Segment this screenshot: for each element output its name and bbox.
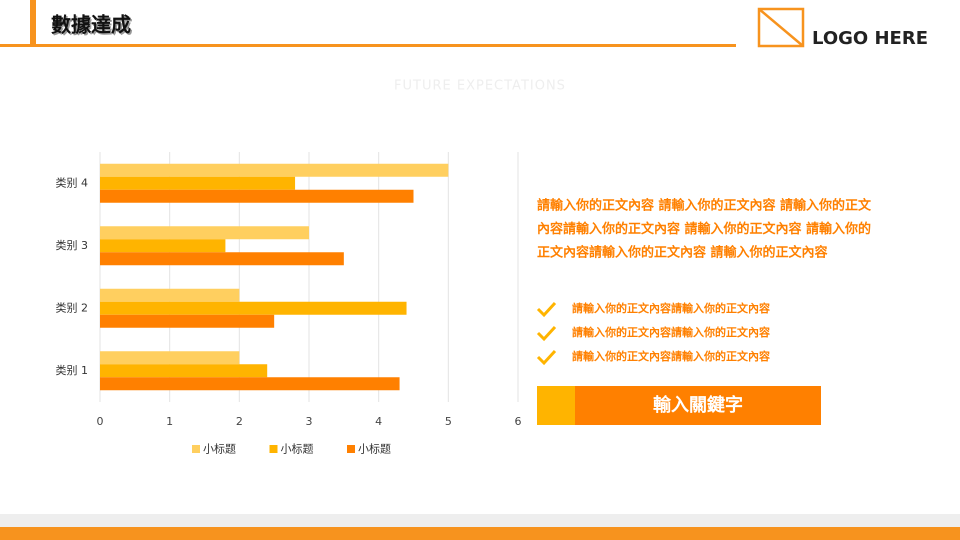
- bar: [100, 176, 296, 190]
- legend-label: 小标题: [358, 442, 391, 456]
- x-tick-label: 2: [236, 415, 243, 428]
- subtitle: FUTURE EXPECTATIONS: [394, 79, 566, 94]
- legend-label: 小标题: [281, 442, 314, 456]
- bar: [100, 314, 275, 328]
- x-tick-label: 5: [445, 415, 452, 428]
- x-tick-label: 3: [306, 415, 313, 428]
- legend-swatch: [347, 445, 355, 453]
- footer-band: [0, 514, 960, 527]
- button: [575, 386, 821, 425]
- y-tick-label: 类别 3: [56, 238, 89, 252]
- button-accent: [537, 386, 575, 425]
- bar: [100, 189, 414, 203]
- logo-icon: [757, 7, 805, 48]
- bar: [100, 239, 226, 253]
- item-text: 請輸入你的正文內容請輸入你的正文內容: [572, 301, 770, 315]
- paragraph-line: 內容請輸入你的正文內容 請輸入你的正文內容 請輸入你的: [537, 221, 871, 237]
- legend-swatch: [269, 445, 278, 453]
- x-tick-label: 1: [166, 415, 173, 428]
- title-shadow: 數據達成: [53, 14, 133, 38]
- y-tick-label: 类别 1: [56, 363, 89, 377]
- x-tick-label: 0: [97, 415, 104, 428]
- bar: [100, 301, 407, 315]
- bar: [100, 163, 449, 177]
- title-accent: [30, 0, 36, 46]
- x-tick-label: 4: [375, 415, 382, 428]
- x-tick-label: 6: [515, 415, 522, 428]
- bar: [100, 364, 268, 378]
- button-label: 輸入關鍵字: [653, 394, 743, 416]
- check-icon: [536, 349, 557, 366]
- legend-swatch: [192, 445, 200, 453]
- bar: [100, 377, 400, 391]
- logo-icon-line: [758, 8, 804, 47]
- footer-bar: [0, 527, 960, 540]
- paragraph-line: 請輸入你的正文內容 請輸入你的正文內容 請輸入你的正文: [537, 198, 872, 214]
- y-tick-label: 类别 4: [56, 175, 89, 189]
- bar: [100, 226, 309, 240]
- y-tick-label: 类别 2: [56, 300, 89, 314]
- logo-text: LOGO HERE: [812, 28, 928, 49]
- bar: [100, 252, 344, 266]
- item-text: 請輸入你的正文內容請輸入你的正文內容: [572, 349, 770, 363]
- bar: [100, 351, 240, 365]
- title-rule: [0, 44, 736, 47]
- paragraph-line: 正文內容請輸入你的正文內容 請輸入你的正文內容: [537, 245, 828, 261]
- check-icon: [536, 301, 557, 318]
- item-text: 請輸入你的正文內容請輸入你的正文內容: [572, 325, 770, 339]
- bar: [100, 288, 240, 302]
- check-icon: [536, 325, 557, 342]
- title: 數據達成: [51, 13, 131, 37]
- legend-label: 小标题: [203, 442, 236, 456]
